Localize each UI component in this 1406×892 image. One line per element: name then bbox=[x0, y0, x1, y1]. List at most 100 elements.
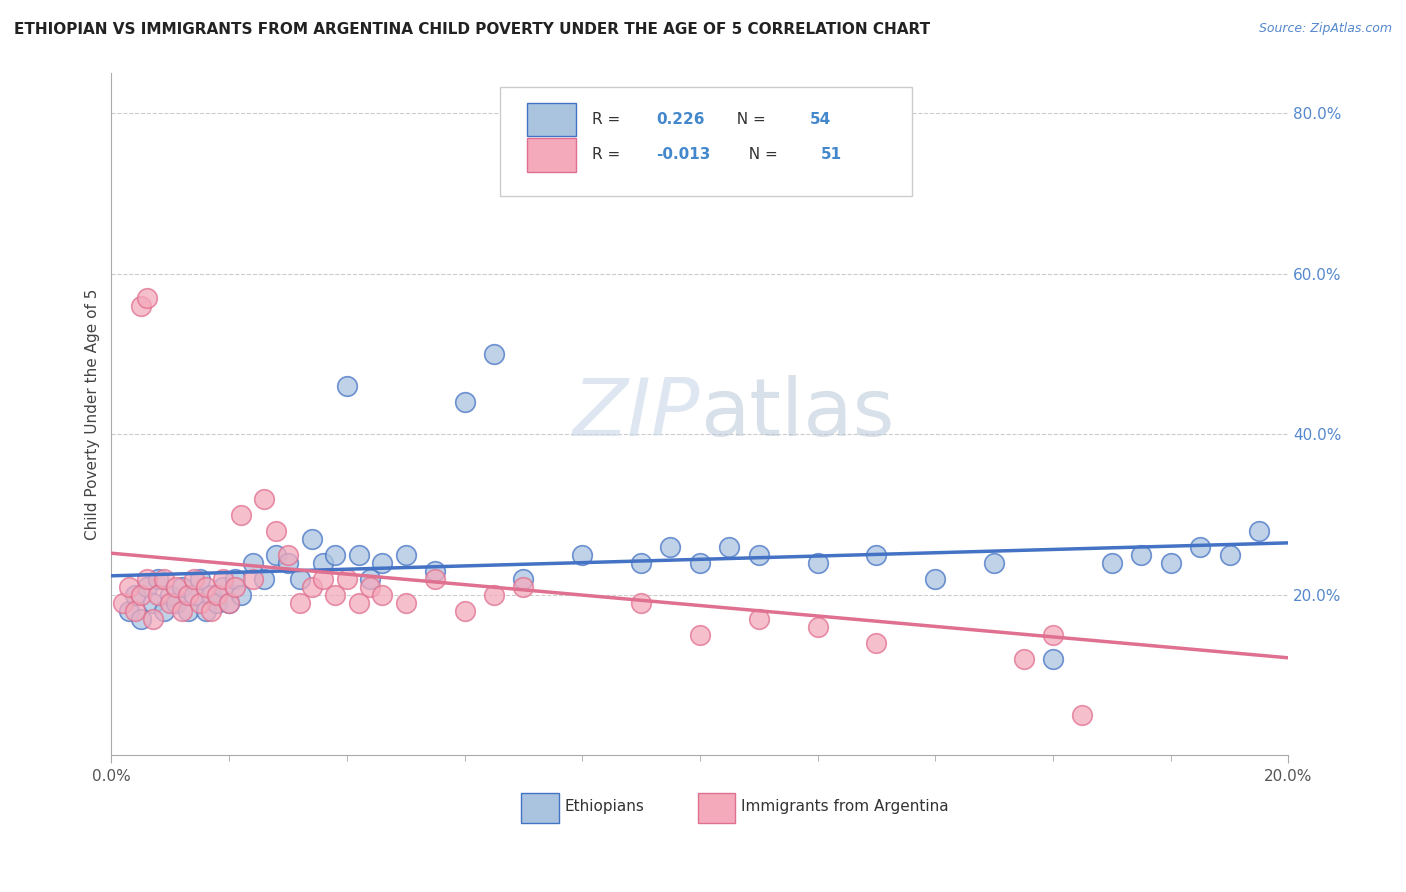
Point bbox=[1189, 540, 1212, 554]
Point bbox=[336, 572, 359, 586]
Point bbox=[148, 572, 170, 586]
Point bbox=[118, 580, 141, 594]
Point bbox=[748, 548, 770, 562]
Point bbox=[571, 170, 593, 185]
Point bbox=[336, 379, 359, 393]
Point bbox=[242, 572, 264, 586]
Point bbox=[1130, 548, 1153, 562]
Text: 51: 51 bbox=[821, 147, 842, 162]
Text: -0.013: -0.013 bbox=[657, 147, 711, 162]
Point bbox=[194, 604, 217, 618]
Point bbox=[218, 596, 240, 610]
Point bbox=[183, 588, 205, 602]
Point bbox=[135, 572, 157, 586]
Point bbox=[229, 508, 252, 522]
Text: ETHIOPIAN VS IMMIGRANTS FROM ARGENTINA CHILD POVERTY UNDER THE AGE OF 5 CORRELAT: ETHIOPIAN VS IMMIGRANTS FROM ARGENTINA C… bbox=[14, 22, 931, 37]
Text: R =: R = bbox=[592, 147, 624, 162]
Point bbox=[229, 588, 252, 602]
Point bbox=[312, 556, 335, 570]
FancyBboxPatch shape bbox=[527, 138, 576, 171]
Point bbox=[689, 556, 711, 570]
Point bbox=[135, 291, 157, 305]
Point bbox=[1247, 524, 1270, 538]
Point bbox=[148, 588, 170, 602]
Point bbox=[512, 580, 534, 594]
FancyBboxPatch shape bbox=[499, 87, 911, 196]
Point bbox=[301, 532, 323, 546]
Point bbox=[112, 596, 135, 610]
Text: atlas: atlas bbox=[700, 376, 894, 453]
Point bbox=[359, 572, 381, 586]
Point bbox=[807, 620, 830, 634]
Point bbox=[659, 540, 682, 554]
Point bbox=[212, 580, 235, 594]
Point bbox=[807, 556, 830, 570]
Point bbox=[453, 395, 475, 409]
Point bbox=[288, 572, 311, 586]
Point bbox=[1042, 628, 1064, 642]
Text: Source: ZipAtlas.com: Source: ZipAtlas.com bbox=[1258, 22, 1392, 36]
Point bbox=[188, 572, 211, 586]
Point bbox=[865, 636, 887, 650]
Point bbox=[142, 596, 165, 610]
Point bbox=[200, 588, 222, 602]
FancyBboxPatch shape bbox=[527, 103, 576, 136]
Point bbox=[253, 491, 276, 506]
FancyBboxPatch shape bbox=[522, 793, 558, 823]
Point bbox=[630, 556, 652, 570]
Point bbox=[277, 556, 299, 570]
Point bbox=[1160, 556, 1182, 570]
Point bbox=[1101, 556, 1123, 570]
Point bbox=[218, 596, 240, 610]
Point bbox=[323, 548, 346, 562]
Point bbox=[207, 588, 229, 602]
Text: 0.226: 0.226 bbox=[657, 112, 704, 127]
Point bbox=[323, 588, 346, 602]
Point bbox=[207, 596, 229, 610]
FancyBboxPatch shape bbox=[697, 793, 735, 823]
Point bbox=[1042, 652, 1064, 666]
Text: ZIP: ZIP bbox=[572, 376, 700, 453]
Text: Immigrants from Argentina: Immigrants from Argentina bbox=[741, 799, 949, 814]
Point bbox=[301, 580, 323, 594]
Point bbox=[689, 628, 711, 642]
Point bbox=[288, 596, 311, 610]
Point bbox=[1071, 708, 1094, 723]
Point bbox=[347, 548, 370, 562]
Point bbox=[170, 580, 193, 594]
Point bbox=[395, 596, 418, 610]
Point bbox=[253, 572, 276, 586]
Point bbox=[277, 548, 299, 562]
Y-axis label: Child Poverty Under the Age of 5: Child Poverty Under the Age of 5 bbox=[86, 288, 100, 540]
Point bbox=[212, 572, 235, 586]
Point bbox=[135, 580, 157, 594]
Point bbox=[347, 596, 370, 610]
Point bbox=[224, 580, 246, 594]
Point bbox=[165, 580, 187, 594]
Point bbox=[159, 596, 181, 610]
Point bbox=[371, 556, 394, 570]
Point bbox=[512, 572, 534, 586]
Point bbox=[124, 588, 146, 602]
Text: 54: 54 bbox=[810, 112, 831, 127]
Point bbox=[124, 604, 146, 618]
Text: R =: R = bbox=[592, 112, 624, 127]
Point bbox=[423, 572, 446, 586]
Point bbox=[224, 572, 246, 586]
Point bbox=[264, 524, 287, 538]
Point bbox=[129, 612, 152, 626]
Point bbox=[924, 572, 946, 586]
Point bbox=[200, 604, 222, 618]
Point bbox=[482, 588, 505, 602]
Point bbox=[718, 540, 741, 554]
Point bbox=[177, 604, 200, 618]
Point bbox=[177, 588, 200, 602]
Text: Ethiopians: Ethiopians bbox=[565, 799, 644, 814]
Point bbox=[170, 604, 193, 618]
Point bbox=[194, 580, 217, 594]
Point bbox=[630, 596, 652, 610]
Point bbox=[242, 556, 264, 570]
Point bbox=[129, 588, 152, 602]
Point bbox=[153, 572, 176, 586]
Point bbox=[423, 564, 446, 578]
